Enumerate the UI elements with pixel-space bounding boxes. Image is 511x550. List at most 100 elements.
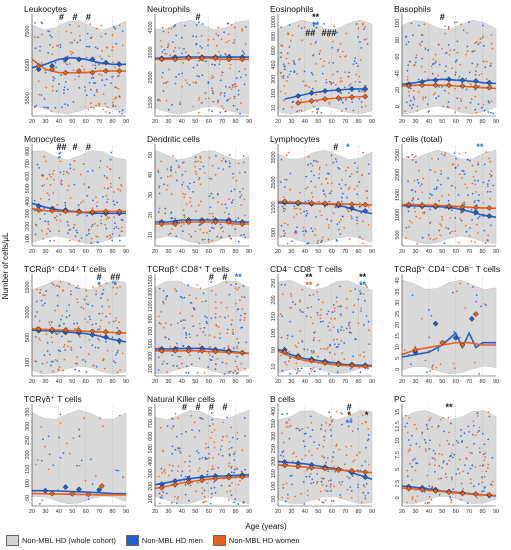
data-point bbox=[48, 30, 51, 33]
data-point bbox=[86, 194, 89, 197]
data-point bbox=[296, 207, 298, 210]
data-point bbox=[66, 221, 69, 223]
data-point bbox=[362, 491, 365, 494]
data-point bbox=[120, 185, 123, 188]
data-point bbox=[170, 217, 173, 220]
data-point bbox=[327, 238, 330, 241]
data-point bbox=[315, 26, 318, 29]
data-point bbox=[47, 228, 49, 230]
data-point bbox=[236, 288, 239, 291]
data-point bbox=[482, 202, 485, 205]
legend-swatch-women bbox=[212, 534, 226, 546]
data-point bbox=[306, 186, 309, 189]
data-point bbox=[309, 162, 312, 165]
data-point bbox=[289, 70, 292, 73]
data-point bbox=[325, 78, 328, 81]
data-point bbox=[428, 197, 431, 199]
data-point bbox=[66, 171, 68, 174]
data-point bbox=[83, 298, 86, 301]
data-point bbox=[408, 225, 410, 228]
data-point bbox=[464, 464, 466, 466]
data-point bbox=[334, 470, 336, 473]
data-point bbox=[90, 237, 93, 240]
data-point bbox=[452, 362, 455, 365]
panel-title: PC bbox=[394, 394, 406, 404]
data-point bbox=[415, 215, 418, 218]
data-point bbox=[103, 367, 106, 370]
data-point bbox=[305, 432, 307, 435]
y-tick-label: 100 bbox=[25, 479, 31, 488]
data-point bbox=[364, 460, 367, 463]
data-point bbox=[328, 101, 331, 104]
data-point bbox=[208, 156, 211, 159]
data-point bbox=[280, 181, 282, 184]
data-point bbox=[420, 317, 423, 320]
data-point bbox=[491, 456, 494, 459]
data-point bbox=[229, 97, 232, 100]
data-point bbox=[301, 311, 304, 313]
data-point bbox=[466, 50, 469, 52]
data-point bbox=[327, 373, 330, 375]
men-median-marker bbox=[446, 76, 452, 83]
data-point bbox=[228, 448, 231, 450]
data-point bbox=[239, 299, 241, 302]
data-point bbox=[460, 428, 462, 431]
data-point bbox=[403, 349, 406, 352]
data-point bbox=[119, 189, 122, 192]
data-point bbox=[197, 99, 200, 101]
data-point bbox=[438, 452, 441, 455]
data-point bbox=[176, 498, 179, 500]
men-median-marker bbox=[472, 78, 479, 84]
data-point bbox=[239, 319, 242, 321]
data-point bbox=[217, 99, 220, 102]
data-point bbox=[86, 214, 88, 217]
data-point bbox=[45, 333, 48, 335]
data-point bbox=[368, 463, 370, 466]
y-tick-label: 500 bbox=[148, 444, 154, 453]
data-point bbox=[340, 483, 342, 486]
data-point bbox=[321, 236, 324, 239]
data-point bbox=[350, 172, 353, 175]
data-point bbox=[328, 80, 331, 83]
x-tick-label: 90 bbox=[123, 119, 129, 125]
data-point bbox=[447, 101, 450, 103]
data-point bbox=[47, 220, 50, 223]
data-point bbox=[286, 334, 289, 337]
data-point bbox=[337, 48, 340, 51]
data-point bbox=[52, 76, 55, 78]
data-point bbox=[332, 456, 334, 459]
data-point bbox=[282, 441, 285, 444]
data-point bbox=[483, 443, 486, 446]
data-point bbox=[479, 41, 482, 44]
cohort-band bbox=[401, 410, 497, 504]
data-point bbox=[56, 360, 59, 362]
data-point bbox=[460, 23, 462, 26]
data-point bbox=[406, 69, 409, 72]
y-tick-label: 200 bbox=[271, 295, 277, 304]
x-tick-label: 20 bbox=[399, 509, 405, 515]
data-point bbox=[344, 169, 347, 172]
panel-title: TCRγδ⁺ T cells bbox=[24, 394, 82, 404]
data-point bbox=[60, 179, 63, 182]
data-point bbox=[182, 209, 185, 212]
data-point bbox=[95, 205, 98, 208]
data-point bbox=[338, 168, 341, 170]
data-point bbox=[348, 238, 351, 240]
data-point bbox=[459, 63, 462, 66]
data-point bbox=[294, 495, 296, 498]
data-point bbox=[221, 361, 224, 364]
data-point bbox=[349, 414, 352, 416]
panel-title: Dendritic cells bbox=[147, 134, 200, 144]
data-point bbox=[105, 340, 107, 343]
data-point bbox=[224, 316, 227, 319]
data-point bbox=[405, 226, 408, 229]
data-point bbox=[443, 89, 446, 92]
data-point bbox=[472, 433, 474, 436]
data-point bbox=[204, 334, 207, 336]
data-point bbox=[353, 188, 356, 191]
data-point bbox=[327, 325, 329, 328]
data-point bbox=[78, 464, 81, 467]
data-point bbox=[163, 468, 166, 471]
data-point bbox=[325, 348, 328, 351]
